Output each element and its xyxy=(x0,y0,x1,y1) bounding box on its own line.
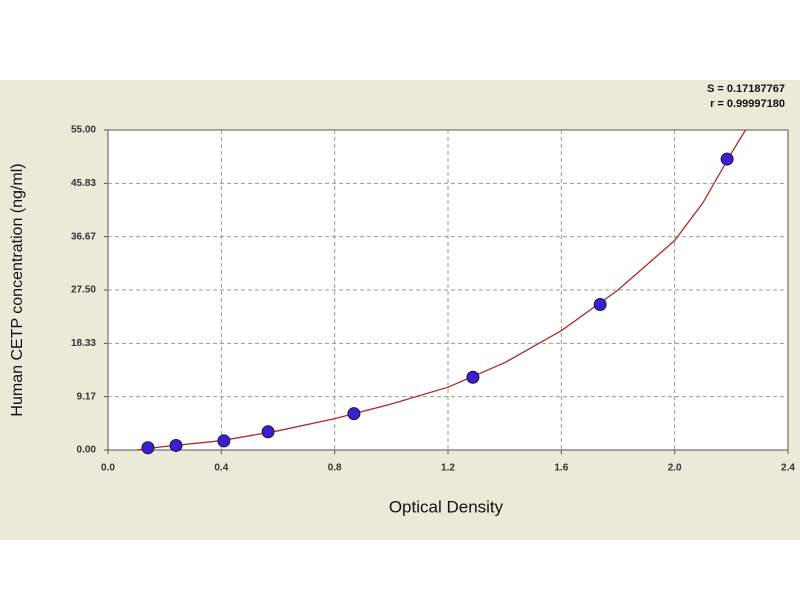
data-point xyxy=(261,425,275,439)
data-point xyxy=(217,434,231,448)
y-tick-label: 0.00 xyxy=(77,445,97,456)
x-tick-label: 1.2 xyxy=(441,463,455,474)
y-tick-label: 36.67 xyxy=(71,231,96,242)
x-tick-label: 2.4 xyxy=(781,463,795,474)
y-tick-label: 45.83 xyxy=(71,178,96,189)
x-tick-label: 0.0 xyxy=(101,463,115,474)
y-tick-label: 9.17 xyxy=(77,391,97,402)
x-axis-label: Optical Density xyxy=(389,497,504,516)
annotation: r = 0.99997180 xyxy=(710,98,785,110)
x-tick-label: 2.0 xyxy=(668,463,682,474)
data-point xyxy=(720,152,734,166)
data-point xyxy=(169,438,183,452)
y-tick-label: 55.00 xyxy=(71,125,96,136)
x-tick-label: 0.4 xyxy=(214,463,228,474)
annotation: S = 0.17187767 xyxy=(707,83,785,95)
y-axis-label: Human CETP concentration (ng/ml) xyxy=(9,163,26,416)
data-point xyxy=(347,407,361,421)
y-tick-label: 27.50 xyxy=(71,285,96,296)
x-tick-label: 1.6 xyxy=(554,463,568,474)
data-point xyxy=(466,370,480,384)
x-tick-label: 0.8 xyxy=(328,463,342,474)
data-point xyxy=(141,441,155,455)
data-point xyxy=(593,298,607,312)
y-tick-label: 18.33 xyxy=(71,338,96,349)
